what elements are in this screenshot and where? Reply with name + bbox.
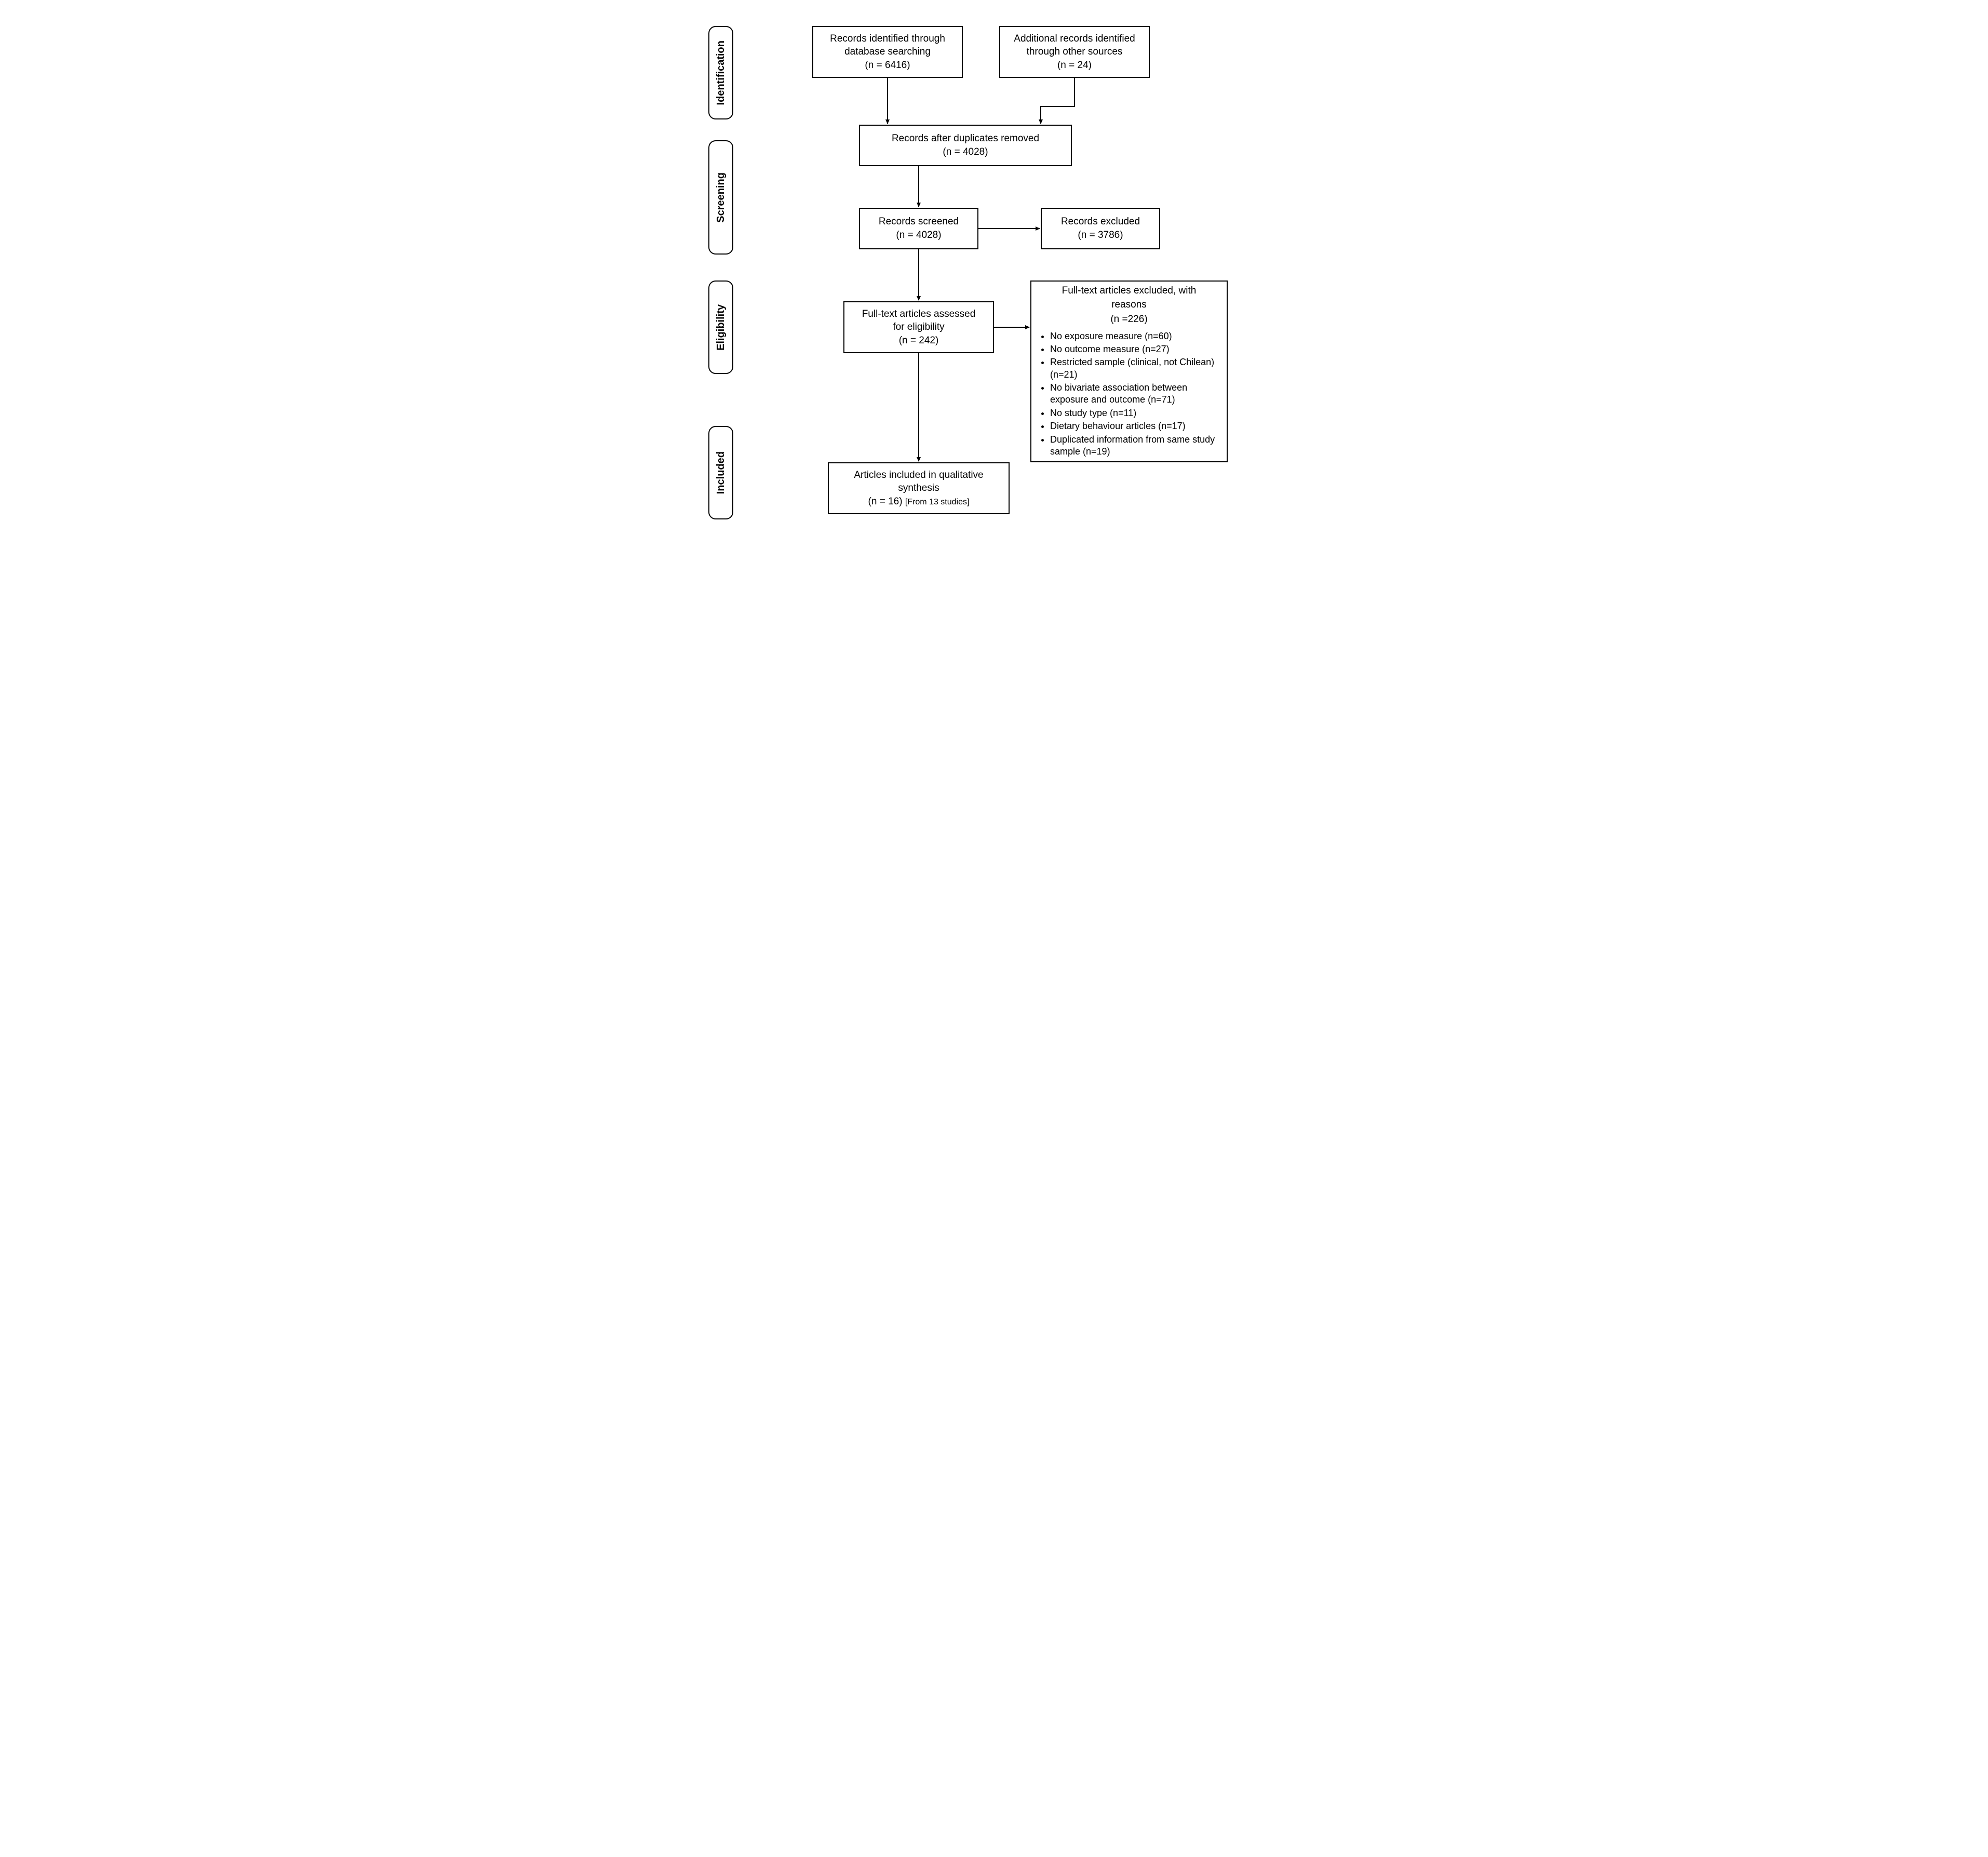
fulltext-excluded-header1: Full-text articles excluded, with xyxy=(1038,284,1220,298)
exclusion-reason: No outcome measure (n=27) xyxy=(1050,343,1220,355)
box-included: Articles included in qualitative synthes… xyxy=(828,462,1010,514)
screened-line1: Records screened xyxy=(879,215,959,229)
other-sources-line2: through other sources xyxy=(1027,45,1123,59)
db-search-line1: Records identified through xyxy=(830,32,945,46)
fulltext-excluded-header2: reasons xyxy=(1038,298,1220,312)
stage-eligibility-label: Eligibility xyxy=(715,304,727,351)
prisma-flowchart: Identification Screening Eligibility Inc… xyxy=(708,21,1280,551)
other-sources-n: (n = 24) xyxy=(1057,59,1092,72)
box-fulltext: Full-text articles assessed for eligibil… xyxy=(843,301,994,353)
fulltext-line1: Full-text articles assessed xyxy=(862,308,976,321)
db-search-line2: database searching xyxy=(844,45,931,59)
box-fulltext-excluded: Full-text articles excluded, with reason… xyxy=(1030,280,1228,462)
stage-screening-label: Screening xyxy=(715,172,727,223)
fulltext-n: (n = 242) xyxy=(899,334,939,348)
stage-screening: Screening xyxy=(708,140,733,255)
exclusion-reason: Restricted sample (clinical, not Chilean… xyxy=(1050,356,1220,381)
after-dup-n: (n = 4028) xyxy=(943,145,988,159)
included-note: [From 13 studies] xyxy=(905,498,970,506)
records-excluded-line1: Records excluded xyxy=(1061,215,1140,229)
exclusion-reason: No bivariate association between exposur… xyxy=(1050,382,1220,406)
box-after-duplicates: Records after duplicates removed (n = 40… xyxy=(859,125,1072,166)
exclusion-reason: No exposure measure (n=60) xyxy=(1050,330,1220,342)
box-db-search: Records identified through database sear… xyxy=(812,26,963,78)
included-n: (n = 16) xyxy=(868,496,905,507)
stage-eligibility: Eligibility xyxy=(708,280,733,374)
screened-n: (n = 4028) xyxy=(896,229,941,242)
exclusion-reasons-list: No exposure measure (n=60)No outcome mea… xyxy=(1038,329,1220,459)
box-other-sources: Additional records identified through ot… xyxy=(999,26,1150,78)
db-search-n: (n = 6416) xyxy=(865,59,910,72)
exclusion-reason: Dietary behaviour articles (n=17) xyxy=(1050,420,1220,432)
other-sources-line1: Additional records identified xyxy=(1014,32,1135,46)
stage-included-label: Included xyxy=(715,451,727,494)
stage-identification: Identification xyxy=(708,26,733,119)
included-n-line: (n = 16) [From 13 studies] xyxy=(868,495,970,509)
flow-arrow xyxy=(1041,78,1074,124)
exclusion-reason: Duplicated information from same study s… xyxy=(1050,434,1220,458)
records-excluded-n: (n = 3786) xyxy=(1078,229,1123,242)
included-line1: Articles included in qualitative xyxy=(854,469,983,482)
after-dup-line1: Records after duplicates removed xyxy=(892,132,1039,145)
fulltext-line2: for eligibility xyxy=(893,320,944,334)
fulltext-excluded-n: (n =226) xyxy=(1038,313,1220,326)
box-screened: Records screened (n = 4028) xyxy=(859,208,978,249)
exclusion-reason: No study type (n=11) xyxy=(1050,407,1220,419)
included-line2: synthesis xyxy=(898,482,939,495)
stage-included: Included xyxy=(708,426,733,519)
stage-identification-label: Identification xyxy=(715,41,727,105)
box-records-excluded: Records excluded (n = 3786) xyxy=(1041,208,1160,249)
